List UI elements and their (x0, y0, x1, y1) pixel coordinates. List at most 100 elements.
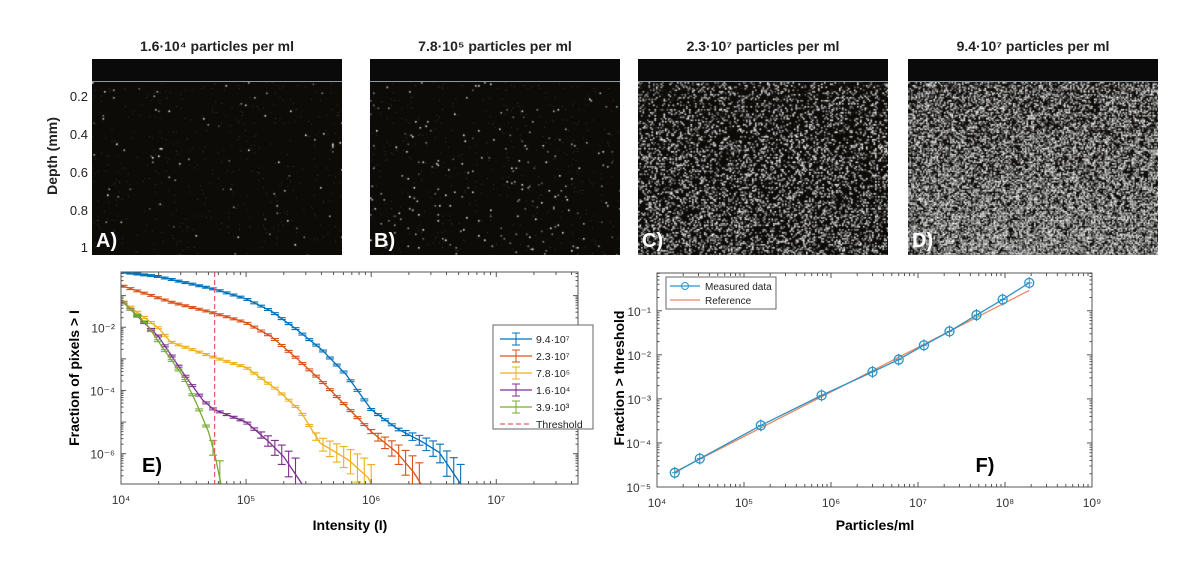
panel-label: C) (642, 230, 664, 252)
error-bar (291, 457, 300, 484)
legend-item: 2.3·10⁷ (500, 349, 570, 363)
error-bar (208, 407, 217, 411)
error-bar (270, 439, 279, 456)
panel-c-image: C) (638, 59, 888, 255)
error-bar (160, 276, 169, 280)
f-y-axis-label: Fraction > threshold (611, 311, 627, 446)
panel-label: D) (912, 230, 934, 252)
error-bar (195, 350, 204, 354)
error-bar (305, 368, 314, 372)
error-bar (121, 284, 128, 288)
error-bar (270, 386, 279, 390)
error-bar (346, 449, 355, 475)
depth-tick: 0.6 (69, 165, 88, 180)
error-bar (181, 345, 190, 349)
legend-label: Reference (705, 296, 752, 307)
error-bar (263, 333, 272, 337)
error-bar (243, 297, 252, 301)
x-tick-label: 10⁷ (487, 493, 505, 507)
error-bar (181, 378, 190, 382)
error-bar (270, 338, 279, 342)
e-x-axis-label: Intensity (I) (313, 517, 388, 533)
error-bar (1026, 276, 1033, 289)
error-bar (126, 307, 135, 311)
error-bar (257, 329, 266, 333)
error-bar (250, 427, 259, 431)
error-bar (325, 388, 334, 392)
x-tick-label: 10⁸ (996, 496, 1014, 510)
error-bar (188, 348, 197, 352)
error-bar (353, 388, 362, 392)
error-bar (319, 437, 328, 452)
error-bar (291, 327, 300, 331)
chart-e: 10⁴ 10⁵ 10⁶ 10⁷ 10⁻² 10⁻⁴ 10⁻⁶ 9.4·10⁷ 2.3·10⁷ 7.… (90, 271, 594, 507)
error-bar (291, 404, 300, 408)
x-tick-label: 10⁴ (112, 493, 131, 507)
legend-item: 7.8·10⁵ (500, 366, 570, 380)
series-line (121, 272, 462, 484)
error-bar (920, 339, 927, 352)
error-bar (243, 421, 252, 425)
legend-label: 7.8·10⁵ (536, 368, 570, 380)
error-bar (236, 418, 245, 422)
error-bar (869, 365, 876, 378)
x-tick-label: 10⁶ (362, 493, 380, 507)
legend-errorbar-icon (512, 366, 520, 380)
x-tick-label: 10⁷ (909, 496, 927, 510)
error-bar (818, 389, 825, 402)
error-bar (229, 317, 238, 321)
error-bar (263, 308, 272, 312)
legend-label: Measured data (705, 282, 772, 293)
error-bar (353, 453, 362, 483)
error-bar (147, 329, 156, 333)
error-bar (188, 305, 197, 309)
error-bar (360, 457, 369, 484)
error-bar (946, 325, 953, 338)
error-bar (367, 408, 376, 412)
error-bar (284, 450, 293, 478)
error-bar (188, 282, 197, 286)
error-bar (167, 340, 176, 344)
oct-image (638, 59, 888, 255)
plot-area (121, 272, 465, 484)
error-bar (387, 440, 396, 457)
y-tick-label: 10⁻⁵ (626, 481, 651, 495)
error-bar (133, 289, 142, 293)
error-bar (298, 362, 307, 366)
error-bar (250, 301, 259, 305)
error-bar (449, 457, 458, 484)
error-bar (140, 320, 149, 324)
error-bar (167, 300, 176, 304)
error-bar (257, 431, 266, 439)
error-bar (174, 279, 183, 283)
error-bar (263, 381, 272, 385)
error-bar (291, 355, 300, 359)
error-bar (222, 359, 231, 363)
error-bar (277, 392, 286, 396)
error-bar (257, 376, 266, 380)
error-bar (133, 272, 142, 276)
error-bar (367, 429, 376, 435)
error-bar (374, 413, 383, 417)
error-bar (346, 409, 355, 413)
depth-tick: 1 (80, 240, 88, 255)
panel-e-label: E) (142, 455, 162, 477)
error-bar (284, 398, 293, 402)
error-bar (160, 349, 169, 353)
error-bar (380, 436, 389, 450)
y-tick-label: 10⁻⁴ (626, 437, 651, 451)
error-bar (208, 355, 217, 359)
error-bar (181, 304, 190, 308)
error-bar (153, 326, 162, 330)
error-bar (222, 315, 231, 319)
error-bar (153, 339, 162, 343)
error-bar (305, 338, 314, 342)
error-bar (140, 291, 149, 295)
error-bar (133, 313, 142, 317)
error-bar (367, 463, 376, 484)
error-bar (360, 398, 369, 402)
legend-item: 1.6·10⁴ (500, 383, 570, 397)
x-tick-label: 10⁵ (735, 496, 753, 510)
error-bar (215, 313, 224, 317)
